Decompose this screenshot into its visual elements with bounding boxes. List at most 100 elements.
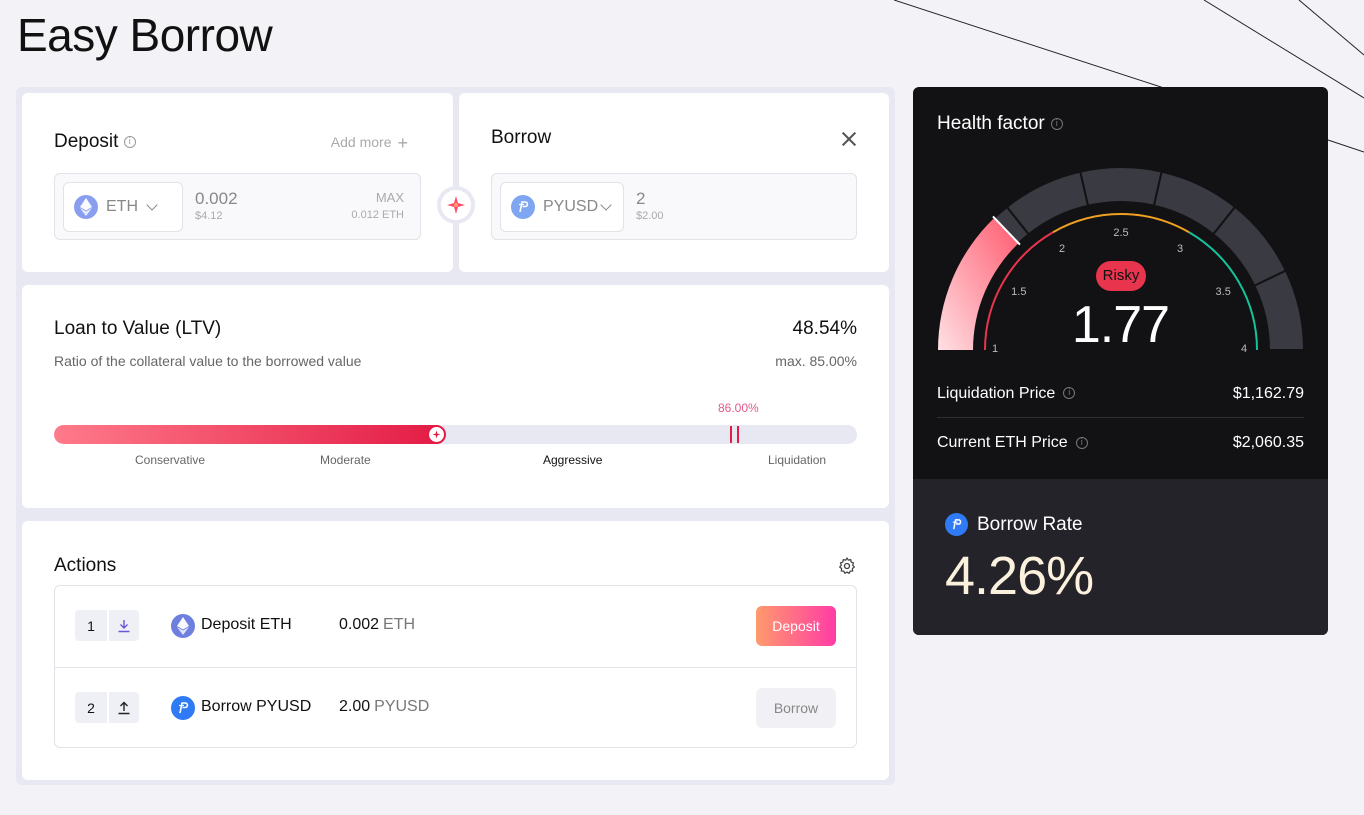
info-icon[interactable]: i [1063, 387, 1076, 400]
gear-icon[interactable] [837, 556, 857, 576]
step-indicator: 2 [75, 692, 139, 723]
action-amount: 2.00 PYUSD [339, 698, 429, 716]
gauge-tick-label: 3.5 [1216, 286, 1231, 298]
add-more-label: Add more [330, 134, 392, 150]
download-icon [107, 610, 139, 641]
eth-icon [171, 614, 195, 638]
current-price-value: $2,060.35 [1232, 434, 1304, 451]
add-more-button[interactable]: Add more + [331, 133, 408, 154]
action-label: Borrow PYUSD [201, 698, 312, 715]
max-button[interactable]: MAX [375, 190, 404, 205]
gauge-value-marker [992, 215, 1021, 246]
action-amount-value: 0.002 [339, 616, 380, 633]
ltv-max: max. 85.00% [775, 353, 857, 369]
deposit-amount-usd: $4.12 [195, 210, 223, 222]
gauge-tick-label: 2 [1059, 243, 1065, 255]
ltv-label-conservative: Conservative [135, 453, 206, 467]
info-icon[interactable]: i [1075, 436, 1088, 449]
gauge-tick-label: 1 [992, 343, 998, 355]
action-row-borrow: 2 Borrow PYUSD 2.00 PYUSD Borrow [55, 667, 856, 748]
health-factor-panel: Health factor i 1 1.5 2 2.5 3 3.5 4 Risky 1.77 … [913, 87, 1328, 635]
borrow-asset-select[interactable]: PYUSD [500, 182, 624, 232]
ltv-slider-thumb[interactable] [427, 425, 446, 444]
step-number: 1 [87, 617, 95, 634]
ltv-label-aggressive: Aggressive [543, 453, 603, 467]
borrow-rate-label: Borrow Rate [977, 513, 1083, 535]
health-factor-gauge: 1 1.5 2 2.5 3 3.5 4 [936, 166, 1306, 355]
health-factor-title: Health factor i [937, 113, 1063, 135]
liquidation-threshold-label: 86.00% [718, 401, 759, 415]
step-number: 2 [87, 699, 95, 716]
background-decoration [894, 0, 1364, 153]
gauge-tick-label: 4 [1241, 343, 1247, 355]
deposit-card: Deposit i Add more + ETH 0.002 $4.12 MAX … [22, 93, 453, 272]
spark-icon [441, 190, 471, 220]
ltv-slider-track[interactable] [54, 425, 857, 444]
chevron-down-icon [146, 199, 158, 211]
health-factor-title-text: Health factor [937, 113, 1045, 134]
borrow-card: Borrow PYUSD 2 $2.00 [459, 93, 889, 272]
eth-icon [74, 195, 98, 219]
borrow-rate-box: Borrow Rate 4.26% [913, 479, 1328, 635]
borrow-asset-name: PYUSD [543, 198, 599, 215]
health-factor-value: 1.77 [1071, 296, 1170, 354]
ltv-description: Ratio of the collateral value to the bor… [54, 353, 362, 369]
borrow-amount-input[interactable]: 2 [636, 189, 646, 208]
plus-icon: + [397, 133, 408, 153]
gauge-fill [938, 217, 1019, 350]
borrow-rate-header: Borrow Rate [945, 513, 1083, 536]
ltv-label-moderate: Moderate [320, 453, 371, 467]
gauge-warning-arc [1052, 213, 1190, 234]
liquidation-marker [729, 426, 741, 443]
info-icon[interactable]: i [123, 135, 136, 148]
pyusd-icon [511, 195, 535, 219]
ltv-value: 48.54% [792, 318, 857, 339]
deposit-amount-input[interactable]: 0.002 [195, 189, 238, 208]
gauge-segment [1253, 269, 1306, 351]
gauge-tick-label: 1.5 [1011, 286, 1026, 298]
borrow-title: Borrow [491, 127, 552, 148]
ltv-card: Loan to Value (LTV) 48.54% Ratio of the … [22, 285, 889, 508]
liquidation-price-label-text: Liquidation Price [937, 384, 1056, 402]
action-amount: 0.002 ETH [339, 616, 415, 634]
liquidation-price-label: Liquidation Price i [937, 384, 1076, 403]
gauge-tick-label: 2.5 [1113, 227, 1128, 239]
chevron-down-icon [600, 199, 612, 211]
gauge-risky-arc [984, 231, 1054, 351]
info-icon[interactable]: i [1050, 117, 1063, 130]
ltv-slider-fill [54, 425, 444, 444]
upload-icon [107, 692, 139, 723]
deposit-max-value: 0.012 ETH [351, 209, 404, 221]
deposit-amount-box: ETH 0.002 $4.12 MAX 0.012 ETH [54, 173, 421, 240]
action-amount-unit: ETH [383, 616, 416, 633]
liquidation-price-row: Liquidation Price i $1,162.79 [937, 370, 1304, 418]
current-price-label: Current ETH Price i [937, 434, 1088, 452]
pyusd-icon [945, 513, 968, 536]
actions-list: 1 Deposit ETH 0.002 ETH Deposit 2 [54, 585, 857, 748]
liquidation-price-value: $1,162.79 [1232, 384, 1304, 402]
deposit-title: Deposit i [54, 131, 136, 153]
action-label: Deposit ETH [201, 616, 292, 633]
gauge-safe-arc [1188, 231, 1258, 351]
current-price-label-text: Current ETH Price [937, 434, 1068, 451]
deposit-asset-name: ETH [106, 198, 138, 215]
action-amount-value: 2.00 [339, 698, 371, 715]
ltv-title: Loan to Value (LTV) [54, 318, 222, 339]
borrow-button[interactable]: Borrow [756, 688, 836, 728]
pyusd-icon [171, 696, 195, 720]
deposit-button[interactable]: Deposit [756, 606, 836, 646]
actions-card: Actions 1 Deposit ETH 0.002 ETH Deposit 2 [22, 521, 889, 780]
page-title: Easy Borrow [17, 9, 273, 61]
actions-title: Actions [54, 555, 117, 576]
gauge-tick-label: 3 [1177, 243, 1183, 255]
ltv-label-liquidation: Liquidation [768, 453, 827, 467]
step-indicator: 1 [75, 610, 139, 641]
borrow-amount-box: PYUSD 2 $2.00 [491, 173, 857, 240]
deposit-title-text: Deposit [54, 131, 119, 152]
action-row-deposit: 1 Deposit ETH 0.002 ETH Deposit [55, 586, 856, 667]
borrow-rate-value: 4.26% [945, 546, 1094, 606]
deposit-asset-select[interactable]: ETH [63, 182, 183, 232]
status-badge: Risky [1096, 261, 1146, 291]
gauge-segment [1079, 166, 1163, 207]
close-icon[interactable] [841, 131, 857, 147]
